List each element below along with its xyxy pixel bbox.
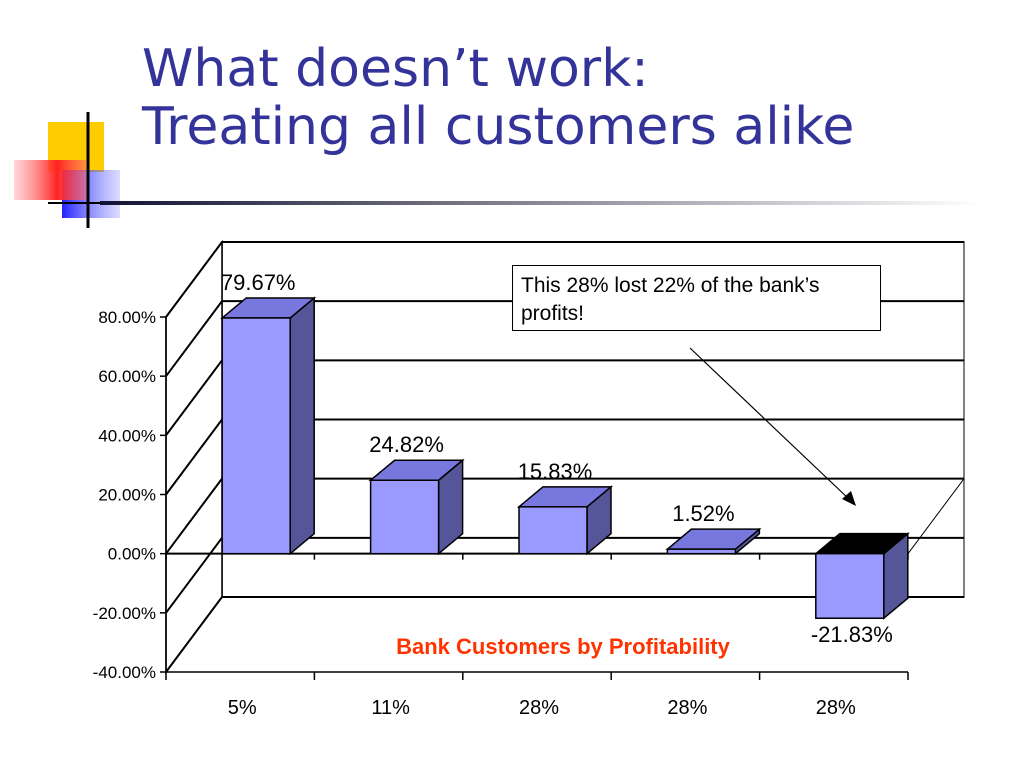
- data-label: 24.82%: [369, 432, 444, 457]
- bar: [815, 552, 885, 619]
- callout-text: This 28% lost 22% of the bank’s profits!: [521, 274, 820, 325]
- y-tick-label: 60.00%: [98, 367, 156, 386]
- red-square: [14, 160, 86, 200]
- corner-decoration: [14, 112, 130, 228]
- y-tick-label: 40.00%: [98, 426, 156, 445]
- title-line-1: What doesn’t work:: [142, 39, 649, 99]
- y-tick-label: -20.00%: [93, 604, 156, 623]
- y-tick-label: -40.00%: [93, 663, 156, 682]
- x-tick-label: 28%: [519, 697, 559, 719]
- data-label: 1.52%: [672, 501, 734, 526]
- y-tick-label: 0.00%: [108, 545, 156, 564]
- bar: [369, 479, 440, 555]
- bar: [666, 548, 737, 555]
- x-tick-label: 5%: [228, 697, 257, 719]
- title-line-2: Treating all customers alike: [142, 97, 855, 157]
- title-underline: [100, 201, 980, 205]
- callout-arrowhead: [842, 491, 856, 506]
- data-label: -21.83%: [811, 622, 893, 647]
- bar-side: [289, 296, 315, 556]
- bar: [518, 506, 588, 555]
- x-tick-label: 28%: [816, 697, 856, 719]
- data-label: 15.83%: [518, 459, 593, 484]
- data-label: 79.67%: [221, 270, 296, 295]
- y-tick-label: 80.00%: [98, 308, 156, 327]
- bar: [221, 317, 291, 555]
- callout-arrow: [689, 347, 851, 501]
- gridline: [165, 596, 964, 673]
- zero-baseline-depth: [907, 478, 965, 554]
- gridline: [165, 241, 964, 318]
- x-tick-label: 28%: [667, 697, 707, 719]
- x-tick-label: 11%: [371, 697, 410, 719]
- y-tick-label: 20.00%: [98, 486, 156, 505]
- chart-title: Bank Customers by Profitability: [396, 634, 731, 659]
- slide-title: What doesn’t work: Treating all customer…: [142, 40, 854, 156]
- callout-box: This 28% lost 22% of the bank’s profits!: [512, 265, 881, 331]
